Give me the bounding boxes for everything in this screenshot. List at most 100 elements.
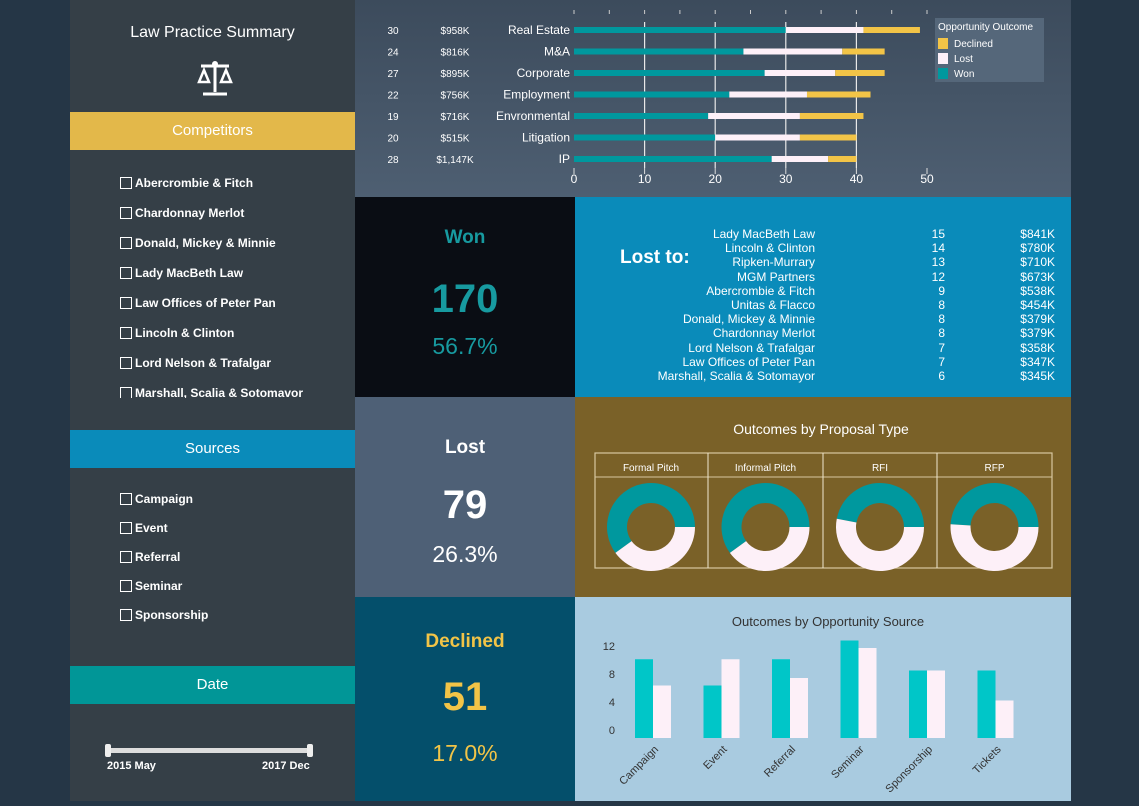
checkbox-icon[interactable] [120, 207, 132, 219]
checkbox-icon[interactable] [120, 237, 132, 249]
donut-won-slice [721, 483, 810, 553]
bar-won [635, 659, 653, 738]
y-tick-label: 0 [609, 725, 615, 737]
source-chart: Outcomes by Opportunity Source 0 4 8 12 Campa… [603, 614, 1014, 795]
source-checkbox[interactable]: Seminar [120, 579, 182, 593]
won-panel: Won 170 56.7% [355, 197, 575, 397]
competitor-name: Lincoln & Clinton [724, 241, 815, 256]
date-slider-start-handle[interactable] [105, 744, 111, 757]
lost-count: 8 [938, 312, 945, 327]
x-tick-label: 0 [571, 172, 578, 186]
competitor-checkbox[interactable]: Law Offices of Peter Pan [120, 296, 276, 310]
row-category: M&A [544, 45, 570, 59]
practice-area-chart: 0 10 20 30 40 50 30 $958K Real Estate 24 $816K M&A 2… [387, 10, 1044, 186]
date-start-label: 2015 May [107, 760, 156, 772]
source-label: Referral [135, 550, 181, 564]
competitor-name: Unitas & Flacco [730, 298, 815, 313]
competitor-name: Donald, Mickey & Minnie [682, 312, 815, 327]
lost-value: $379K [1020, 312, 1055, 327]
bar-lost [927, 670, 945, 738]
competitor-name: Marshall, Scalia & Sotomayor [657, 369, 815, 384]
won-pct: 56.7% [432, 333, 498, 359]
bar-won [909, 670, 927, 738]
lost-count: 8 [938, 298, 945, 313]
checkbox-icon[interactable] [120, 493, 132, 505]
scales-of-justice-icon [197, 61, 233, 96]
declined-label: Declined [425, 631, 505, 652]
lost-to-row: Law Offices of Peter Pan 7 $347K [635, 355, 1055, 369]
checkbox-icon[interactable] [120, 327, 132, 339]
bar-lost [858, 648, 877, 738]
y-tick-label: 8 [609, 669, 615, 681]
checkbox-icon[interactable] [120, 297, 132, 309]
lost-to-row: Ripken-Murrary 13 $710K [635, 255, 1055, 269]
x-tick-label: Campaign [617, 744, 661, 788]
bar-won [574, 156, 772, 162]
source-checkbox[interactable]: Sponsorship [120, 608, 208, 622]
bar-declined [863, 27, 920, 33]
lost-value: $841K [1020, 227, 1055, 241]
donut-lost-slice [836, 518, 924, 571]
checkbox-icon[interactable] [120, 580, 132, 592]
competitor-label: Abercrombie & Fitch [135, 176, 254, 190]
legend-swatch [938, 53, 948, 64]
competitors-list[interactable]: Abercrombie & Fitch Chardonnay Merlot Dona… [70, 170, 355, 398]
lost-pct: 26.3% [432, 541, 498, 567]
proposal-type-chart: Outcomes by Proposal Type Formal Pitch Inf… [594, 421, 1053, 571]
legend-swatch [938, 68, 948, 79]
checkbox-icon[interactable] [120, 177, 132, 189]
checkbox-icon[interactable] [120, 267, 132, 279]
date-slider-end-handle[interactable] [307, 744, 313, 757]
proposal-type-label: RFP [985, 463, 1005, 474]
row-count: 22 [387, 91, 399, 102]
x-tick-label: Referral [762, 744, 798, 780]
row-category: Real Estate [508, 23, 570, 37]
row-value: $958K [441, 26, 470, 37]
date-range-slider[interactable] [108, 748, 310, 753]
donut-won-slice [836, 482, 924, 527]
competitor-name: Lady MacBeth Law [712, 227, 815, 241]
source-checkbox[interactable]: Event [120, 521, 168, 535]
lost-to-row: Lincoln & Clinton 14 $780K [635, 241, 1055, 255]
checkbox-icon[interactable] [120, 387, 132, 398]
source-checkbox[interactable]: Referral [120, 550, 180, 564]
checkbox-icon[interactable] [120, 357, 132, 369]
legend-swatch [938, 38, 948, 49]
declined-panel: Declined 51 17.0% [355, 597, 575, 801]
competitor-checkbox[interactable]: Lady MacBeth Law [120, 266, 243, 280]
competitor-checkbox[interactable]: Marshall, Scalia & Sotomavor [120, 386, 303, 398]
sidebar: Law Practice Summary Competitors Abercro… [70, 0, 355, 801]
lost-count: 12 [931, 269, 945, 284]
legend-item: Declined [954, 39, 993, 50]
checkbox-icon[interactable] [120, 551, 132, 563]
bar-won [574, 113, 709, 119]
competitor-name: Chardonnay Merlot [712, 326, 815, 341]
row-value: $756K [441, 91, 470, 102]
lost-count: 8 [938, 326, 945, 341]
x-tick-label: Seminar [829, 743, 867, 781]
bar-won [703, 685, 722, 738]
row-category: IP [559, 152, 570, 166]
checkbox-icon[interactable] [120, 522, 132, 534]
source-checkbox[interactable]: Campaign [120, 492, 193, 506]
bar-declined [828, 156, 857, 162]
lost-count: 9 [938, 283, 945, 298]
source-label: Seminar [135, 579, 183, 593]
row-value: $1,147K [436, 155, 474, 166]
lost-count: 14 [931, 241, 945, 256]
competitor-checkbox[interactable]: Chardonnay Merlot [120, 206, 244, 220]
won-label: Won [444, 227, 486, 248]
competitor-checkbox[interactable]: Donald, Mickey & Minnie [120, 236, 276, 250]
legend [935, 18, 1044, 82]
row-category: Litigation [522, 131, 570, 145]
competitor-checkbox[interactable]: Lincoln & Clinton [120, 326, 234, 340]
competitors-header: Competitors [70, 112, 355, 150]
row-count: 27 [387, 69, 399, 80]
lost-label: Lost [444, 437, 486, 458]
bar-lost [708, 113, 800, 119]
checkbox-icon[interactable] [120, 609, 132, 621]
bar-declined [799, 113, 864, 119]
competitor-checkbox[interactable]: Lord Nelson & Trafalgar [120, 356, 271, 370]
lost-to-panel: Lost to: Lady MacBeth Law 15 $841K Lincoln … [575, 197, 1071, 397]
competitor-checkbox[interactable]: Abercrombie & Fitch [120, 176, 253, 190]
